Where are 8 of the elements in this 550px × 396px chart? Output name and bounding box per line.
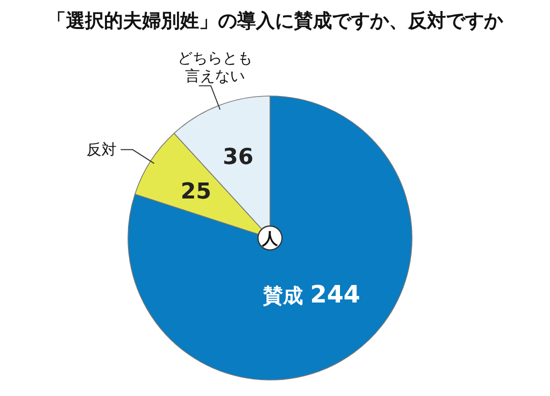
text: 人 [261, 229, 279, 248]
slice-label: 賛成 [262, 283, 310, 308]
chart-title: 「選択的夫婦別姓」の導入に賛成ですか、反対ですか [47, 10, 504, 32]
data-label: 25 [180, 179, 212, 204]
data-label: 244 [310, 280, 360, 308]
slice-label: どちらとも言えない [177, 48, 252, 85]
data-label: 36 [222, 144, 254, 170]
slice-label: 反対 [86, 140, 117, 159]
